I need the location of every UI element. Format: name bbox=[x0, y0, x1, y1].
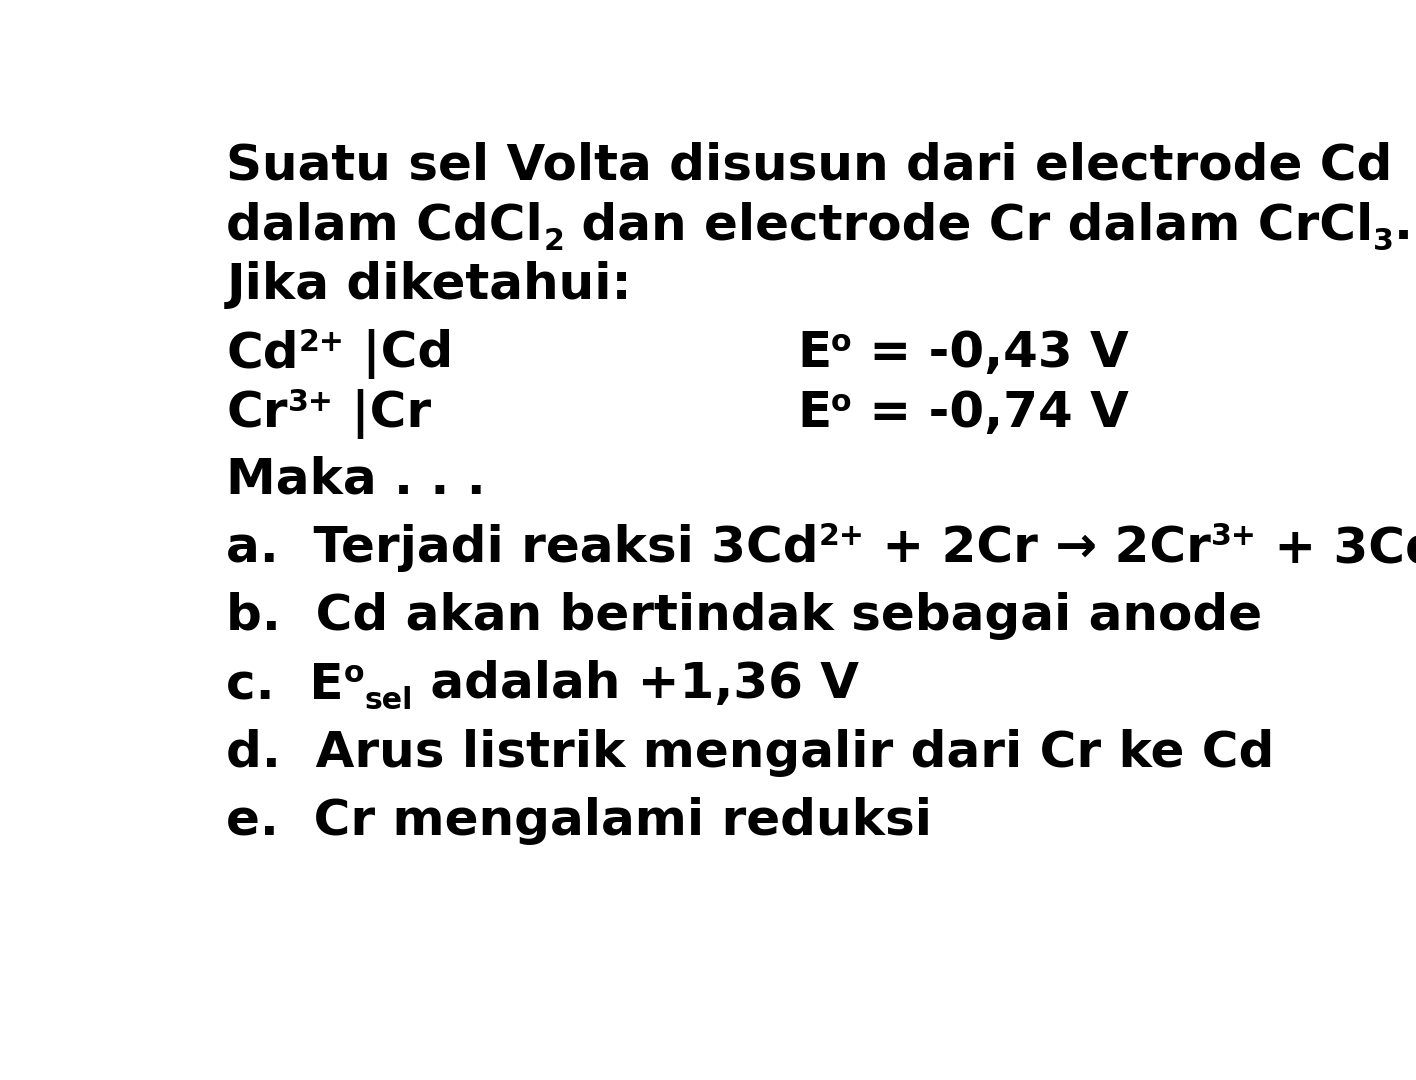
Text: E: E bbox=[797, 389, 831, 437]
Text: 3+: 3+ bbox=[1211, 523, 1256, 552]
Text: d.  Arus listrik mengalir dari Cr ke Cd: d. Arus listrik mengalir dari Cr ke Cd bbox=[227, 729, 1274, 777]
Text: o: o bbox=[831, 328, 851, 356]
Text: a.  Terjadi reaksi 3Cd: a. Terjadi reaksi 3Cd bbox=[227, 524, 818, 572]
Text: sel: sel bbox=[364, 686, 412, 715]
Text: dan electrode Cr dalam CrCl: dan electrode Cr dalam CrCl bbox=[564, 201, 1374, 249]
Text: |Cd: |Cd bbox=[346, 329, 453, 379]
Text: = -0,74 V: = -0,74 V bbox=[851, 389, 1129, 437]
Text: 2+: 2+ bbox=[299, 328, 346, 356]
Text: 3: 3 bbox=[1374, 227, 1395, 256]
Text: dalam CdCl: dalam CdCl bbox=[227, 201, 544, 249]
Text: Cd: Cd bbox=[227, 329, 299, 377]
Text: .: . bbox=[1395, 201, 1413, 249]
Text: Suatu sel Volta disusun dari electrode Cd: Suatu sel Volta disusun dari electrode C… bbox=[227, 141, 1393, 189]
Text: Jika diketahui:: Jika diketahui: bbox=[227, 261, 632, 309]
Text: e.  Cr mengalami reduksi: e. Cr mengalami reduksi bbox=[227, 797, 932, 845]
Text: Maka . . .: Maka . . . bbox=[227, 456, 486, 504]
Text: Cr: Cr bbox=[227, 389, 287, 437]
Text: 3+: 3+ bbox=[287, 388, 334, 417]
Text: b.  Cd akan bertindak sebagai anode: b. Cd akan bertindak sebagai anode bbox=[227, 592, 1263, 640]
Text: |Cr: |Cr bbox=[334, 389, 430, 440]
Text: + 3Cd: + 3Cd bbox=[1256, 524, 1416, 572]
Text: 2+: 2+ bbox=[818, 523, 865, 552]
Text: o: o bbox=[344, 659, 364, 688]
Text: + 2Cr → 2Cr: + 2Cr → 2Cr bbox=[865, 524, 1211, 572]
Text: = -0,43 V: = -0,43 V bbox=[851, 329, 1129, 377]
Text: adalah +1,36 V: adalah +1,36 V bbox=[412, 660, 858, 708]
Text: 2: 2 bbox=[544, 227, 564, 256]
Text: c.  E: c. E bbox=[227, 660, 344, 708]
Text: E: E bbox=[797, 329, 831, 377]
Text: o: o bbox=[831, 388, 851, 417]
